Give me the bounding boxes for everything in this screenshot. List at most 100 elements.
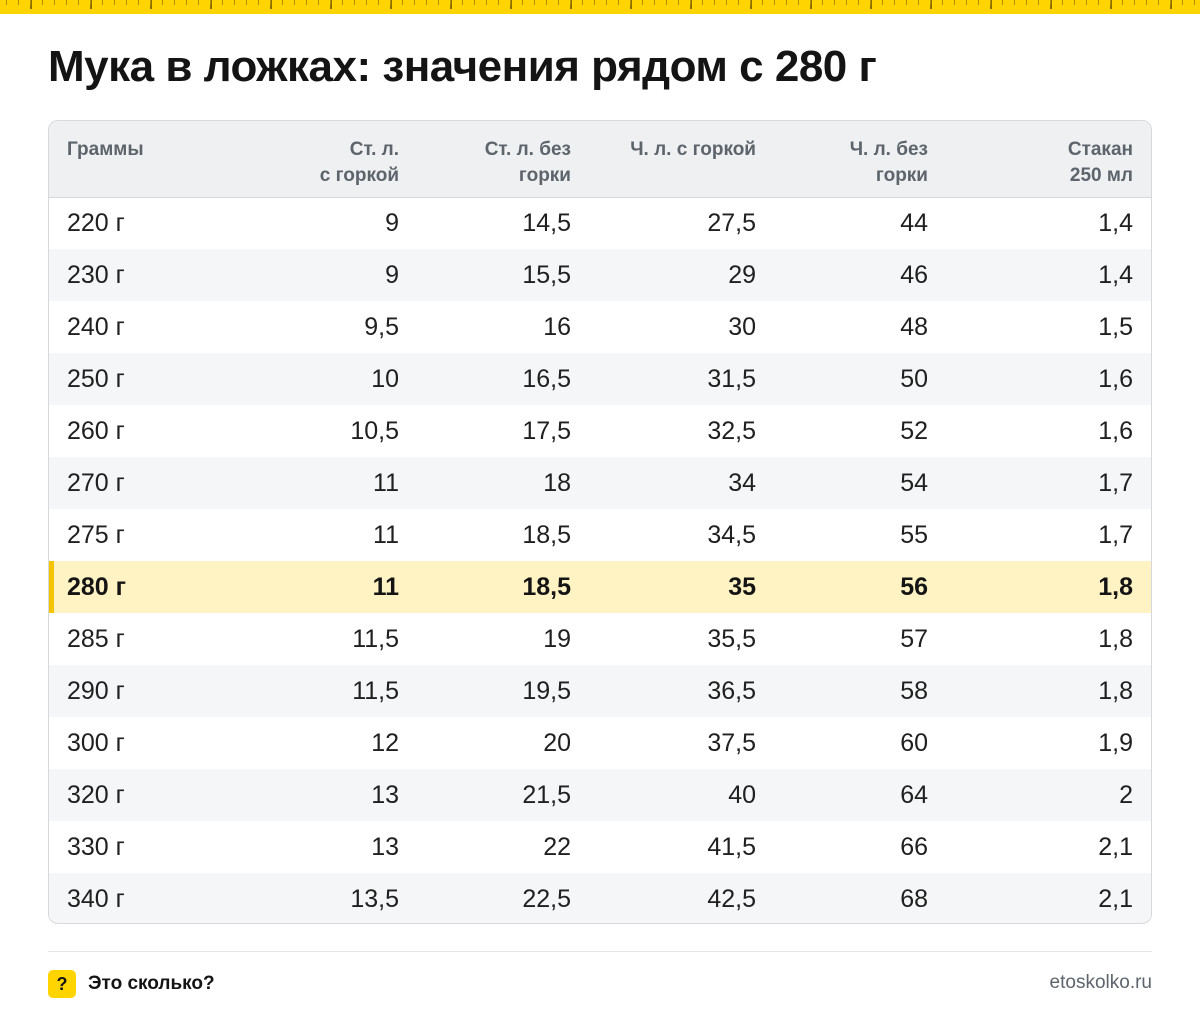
value-cell: 1,6 (1098, 416, 1133, 445)
question-mark-icon: ? (48, 970, 76, 998)
column-header-line: 250 мл (1069, 165, 1133, 186)
value-cell: 35 (728, 572, 756, 601)
table-header-row: Граммы Ст. л. с горкой Ст. л. без горки Ч. л.… (49, 121, 1151, 197)
value-cell: 2,1 (1098, 832, 1133, 861)
value-cell: 10 (371, 364, 399, 393)
value-cell: 1,4 (1098, 208, 1133, 237)
value-cell: 36,5 (707, 676, 756, 705)
table-row-highlighted: 280 г 11 18,5 35 56 1,8 (49, 561, 1151, 613)
column-header: Ч. л. с горкой (589, 121, 774, 197)
value-cell: 21,5 (522, 780, 571, 809)
value-cell: 2 (1119, 780, 1133, 809)
value-cell: 29 (728, 260, 756, 289)
column-header-line: горки (518, 165, 571, 186)
value-cell: 19,5 (522, 676, 571, 705)
value-cell: 13 (371, 780, 399, 809)
conversion-table: Граммы Ст. л. с горкой Ст. л. без горки Ч. л.… (49, 121, 1151, 923)
value-cell: 68 (900, 884, 928, 913)
grams-cell: 320 г (67, 780, 125, 809)
table-header: Граммы Ст. л. с горкой Ст. л. без горки Ч. л.… (49, 121, 1151, 197)
grams-cell: 230 г (67, 260, 125, 289)
conversion-table-card: Граммы Ст. л. с горкой Ст. л. без горки Ч. л.… (48, 120, 1152, 924)
value-cell: 1,5 (1098, 312, 1133, 341)
value-cell: 22 (543, 832, 571, 861)
value-cell: 13 (371, 832, 399, 861)
value-cell: 52 (900, 416, 928, 445)
value-cell: 34,5 (707, 520, 756, 549)
grams-cell: 260 г (67, 416, 125, 445)
table-row: 250 г 10 16,5 31,5 50 1,6 (49, 353, 1151, 405)
value-cell: 31,5 (707, 364, 756, 393)
value-cell: 41,5 (707, 832, 756, 861)
value-cell: 58 (900, 676, 928, 705)
column-header-line: Ст. л. без (484, 139, 571, 160)
value-cell: 46 (900, 260, 928, 289)
value-cell: 32,5 (707, 416, 756, 445)
value-cell: 40 (728, 780, 756, 809)
value-cell: 10,5 (350, 416, 399, 445)
value-cell: 60 (900, 728, 928, 757)
table-row: 290 г 11,5 19,5 36,5 58 1,8 (49, 665, 1151, 717)
site-url: etoskolko.ru (1049, 972, 1152, 993)
footer-divider (48, 951, 1152, 952)
value-cell: 20 (543, 728, 571, 757)
value-cell: 55 (900, 520, 928, 549)
column-header: Ч. л. без горки (774, 121, 946, 197)
value-cell: 64 (900, 780, 928, 809)
value-cell: 11,5 (352, 624, 399, 653)
value-cell: 18,5 (522, 520, 571, 549)
table-row: 285 г 11,5 19 35,5 57 1,8 (49, 613, 1151, 665)
column-header: Стакан 250 мл (946, 121, 1151, 197)
grams-cell: 340 г (67, 884, 125, 913)
column-header-line: Стакан (1067, 139, 1133, 160)
value-cell: 11 (373, 468, 399, 497)
value-cell: 11,5 (352, 676, 399, 705)
value-cell: 42,5 (707, 884, 756, 913)
grams-cell: 220 г (67, 208, 125, 237)
column-header-line: Ст. л. (349, 139, 399, 160)
value-cell: 2,1 (1098, 884, 1133, 913)
value-cell: 12 (371, 728, 399, 757)
table-row: 320 г 13 21,5 40 64 2 (49, 769, 1151, 821)
value-cell: 27,5 (707, 208, 756, 237)
grams-cell: 270 г (67, 468, 125, 497)
table-body: 220 г 9 14,5 27,5 44 1,4 230 г 9 15,5 29 46 1,4 240 … (49, 197, 1151, 923)
table-row: 240 г 9,5 16 30 48 1,5 (49, 301, 1151, 353)
grams-cell: 290 г (67, 676, 125, 705)
table-row: 330 г 13 22 41,5 66 2,1 (49, 821, 1151, 873)
value-cell: 18 (543, 468, 571, 497)
value-cell: 16 (543, 312, 571, 341)
footer-brand: ? Это сколько? (48, 970, 215, 998)
grams-cell: 280 г (49, 561, 249, 613)
value-cell: 30 (728, 312, 756, 341)
value-cell: 15,5 (522, 260, 571, 289)
grams-cell: 250 г (67, 364, 125, 393)
column-header: Ст. л. без горки (417, 121, 589, 197)
value-cell: 9 (385, 208, 399, 237)
value-cell: 13,5 (350, 884, 399, 913)
table-row: 230 г 9 15,5 29 46 1,4 (49, 249, 1151, 301)
grams-cell: 285 г (67, 624, 125, 653)
value-cell: 18,5 (522, 572, 571, 601)
value-cell: 1,8 (1098, 676, 1133, 705)
value-cell: 44 (900, 208, 928, 237)
page-title: Мука в ложках: значения рядом с 280 г (48, 42, 877, 91)
value-cell: 22,5 (522, 884, 571, 913)
value-cell: 37,5 (707, 728, 756, 757)
brand-name: Это сколько? (88, 973, 215, 994)
grams-cell: 275 г (67, 520, 125, 549)
column-header-line: Граммы (67, 139, 144, 160)
table-row: 275 г 11 18,5 34,5 55 1,7 (49, 509, 1151, 561)
value-cell: 35,5 (707, 624, 756, 653)
value-cell: 1,8 (1098, 572, 1133, 601)
value-cell: 1,4 (1098, 260, 1133, 289)
column-header-line: Ч. л. без (849, 139, 928, 160)
value-cell: 1,6 (1098, 364, 1133, 393)
value-cell: 54 (900, 468, 928, 497)
value-cell: 1,7 (1098, 468, 1133, 497)
value-cell: 11 (372, 572, 399, 601)
table-row: 300 г 12 20 37,5 60 1,9 (49, 717, 1151, 769)
value-cell: 19 (543, 624, 571, 653)
value-cell: 9,5 (364, 312, 399, 341)
value-cell: 48 (900, 312, 928, 341)
